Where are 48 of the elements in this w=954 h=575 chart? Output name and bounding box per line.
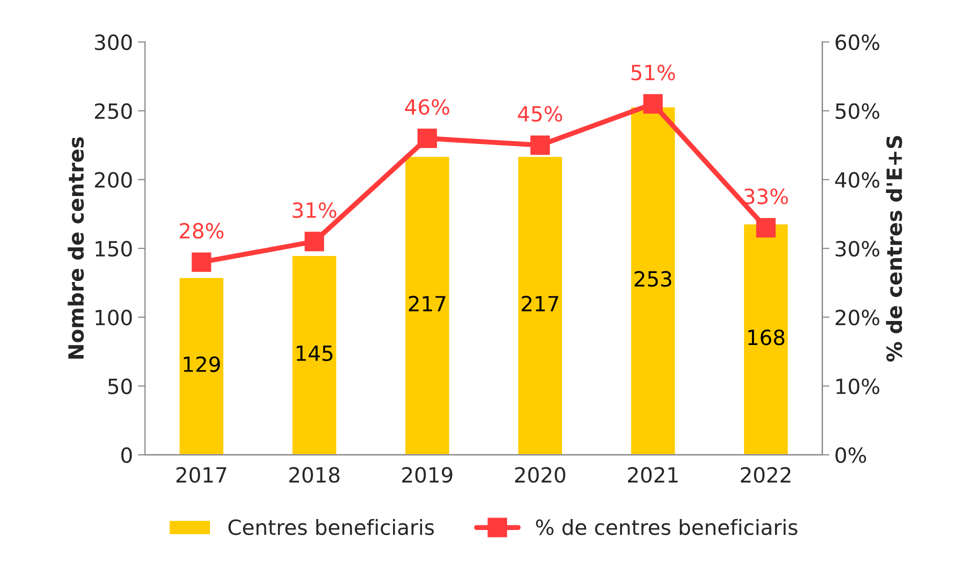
bar xyxy=(516,156,564,455)
y2-tick-label: 20% xyxy=(836,310,880,326)
x-tick-label: 2017 xyxy=(176,467,226,483)
x-tick-label: 2020 xyxy=(515,467,566,483)
point xyxy=(418,128,437,148)
legend-label: Centres beneficiaris xyxy=(228,518,434,536)
legend-label: % de centres beneficiaris xyxy=(536,518,798,536)
bar xyxy=(291,254,338,455)
bar xyxy=(742,222,790,455)
y-tick-label: 50 xyxy=(108,378,132,394)
point xyxy=(756,218,776,238)
y2-axis-title: % de centres d'E+S xyxy=(886,136,902,362)
data-label: 31% xyxy=(292,202,336,218)
y2-tick-label: 30% xyxy=(836,240,880,257)
data-label: 28% xyxy=(180,222,224,239)
data-label: 45% xyxy=(518,106,562,122)
y2-tick-label: 50% xyxy=(836,103,880,119)
y2-tick-label: 60% xyxy=(836,34,880,50)
y-tick-label: 150 xyxy=(96,240,132,257)
data-label: 253 xyxy=(634,271,672,287)
x-tick-label: 2022 xyxy=(740,467,790,483)
bar xyxy=(404,156,451,455)
data-label: 168 xyxy=(748,330,784,346)
data-label: 33% xyxy=(744,188,788,204)
x-tick-label: 2019 xyxy=(402,467,452,483)
data-label: 217 xyxy=(522,296,558,312)
y-tick-label: 200 xyxy=(94,172,132,188)
data-label: 129 xyxy=(184,356,220,372)
y-axis-title: Nombre de centres xyxy=(68,137,84,359)
data-label: 145 xyxy=(296,346,332,362)
data-label: 51% xyxy=(631,64,676,80)
data-label: 217 xyxy=(408,296,446,312)
y-tick-label: 100 xyxy=(96,310,132,326)
y-tick-label: 0 xyxy=(121,447,132,464)
point xyxy=(192,252,212,272)
y2-tick-label: 10% xyxy=(836,378,880,394)
y2-tick-label: 0% xyxy=(836,447,866,464)
y-tick-label: 250 xyxy=(94,103,132,119)
point xyxy=(530,135,550,155)
point xyxy=(643,94,663,114)
x-tick-label: 2018 xyxy=(289,467,340,483)
y2-tick-label: 40% xyxy=(835,172,880,188)
data-label: 46% xyxy=(405,99,450,115)
bar xyxy=(630,106,676,455)
point xyxy=(304,232,324,252)
y-tick-label: 300 xyxy=(95,34,132,50)
bar xyxy=(178,276,225,455)
x-tick-label: 2021 xyxy=(628,467,678,483)
